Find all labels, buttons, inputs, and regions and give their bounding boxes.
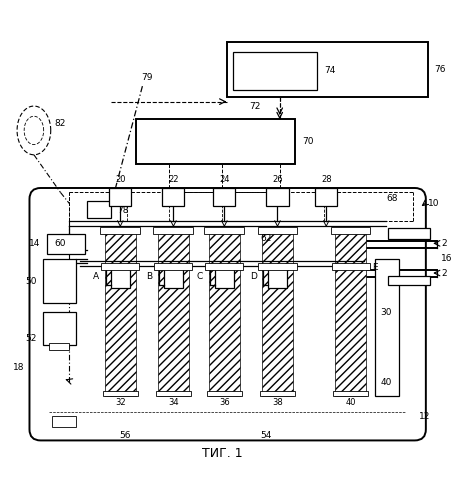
Text: D: D [250, 272, 257, 281]
Text: 12: 12 [419, 412, 430, 420]
Bar [227, 42, 428, 97]
Bar [335, 232, 366, 396]
Text: 79: 79 [141, 73, 153, 82]
Text: 56: 56 [119, 430, 130, 440]
Text: 24: 24 [219, 174, 230, 184]
Text: 2: 2 [441, 239, 447, 248]
Text: 54: 54 [261, 430, 272, 440]
Bar [388, 276, 430, 285]
Text: 82: 82 [55, 120, 66, 128]
Bar [47, 234, 85, 255]
Bar [215, 266, 234, 287]
Text: 28: 28 [321, 174, 331, 184]
Bar [260, 391, 295, 396]
Text: 16: 16 [441, 254, 453, 264]
Text: 78: 78 [117, 206, 128, 214]
Bar [164, 266, 183, 287]
Text: 20: 20 [115, 174, 125, 184]
Bar [52, 416, 76, 427]
Text: 70: 70 [302, 137, 313, 146]
Text: 30: 30 [380, 308, 392, 316]
Bar [258, 264, 296, 270]
Bar [101, 264, 139, 270]
Text: 60: 60 [55, 239, 66, 248]
Bar [205, 264, 243, 270]
Text: 50: 50 [25, 276, 37, 285]
Bar [43, 259, 76, 303]
Bar [268, 266, 287, 287]
Bar [331, 226, 370, 234]
Bar [233, 52, 317, 90]
Bar [100, 226, 140, 234]
Bar [163, 188, 184, 206]
Text: 62: 62 [261, 234, 272, 244]
Bar [43, 312, 76, 345]
Text: 68: 68 [386, 194, 398, 202]
Text: 40: 40 [345, 398, 356, 407]
Bar [109, 188, 131, 206]
Bar [257, 226, 297, 234]
Bar [213, 188, 236, 206]
Text: 52: 52 [25, 334, 37, 343]
Bar [87, 201, 111, 218]
Bar [154, 264, 192, 270]
Text: B: B [146, 272, 152, 281]
Bar [103, 391, 138, 396]
Text: 18: 18 [13, 363, 24, 372]
Bar [331, 264, 370, 270]
Text: 26: 26 [272, 174, 283, 184]
Bar [266, 188, 289, 206]
Bar [388, 228, 430, 239]
Text: 14: 14 [29, 239, 40, 248]
Bar [204, 226, 244, 234]
Text: 36: 36 [219, 398, 230, 407]
Text: 40: 40 [380, 378, 392, 388]
Text: 10: 10 [428, 199, 439, 208]
Text: 72: 72 [250, 102, 261, 110]
Bar [209, 232, 240, 396]
Bar [315, 188, 337, 206]
Text: 32: 32 [115, 398, 126, 407]
Text: 76: 76 [435, 65, 446, 74]
Bar [105, 232, 136, 396]
Text: A: A [93, 272, 99, 281]
Bar [49, 343, 69, 349]
Bar [262, 232, 293, 396]
Text: C: C [197, 272, 203, 281]
Text: ΤИГ. 1: ΤИГ. 1 [202, 447, 242, 460]
Text: 22: 22 [168, 174, 179, 184]
Bar [110, 266, 130, 287]
Bar [207, 391, 242, 396]
Bar [333, 391, 368, 396]
Text: 74: 74 [324, 66, 336, 76]
Bar [153, 226, 193, 234]
Text: 38: 38 [272, 398, 283, 407]
Text: 2: 2 [441, 268, 447, 278]
Bar [156, 391, 191, 396]
Text: E: E [372, 263, 378, 272]
Bar [375, 259, 399, 396]
Bar [136, 120, 295, 164]
Bar [158, 232, 189, 396]
Text: 34: 34 [168, 398, 179, 407]
